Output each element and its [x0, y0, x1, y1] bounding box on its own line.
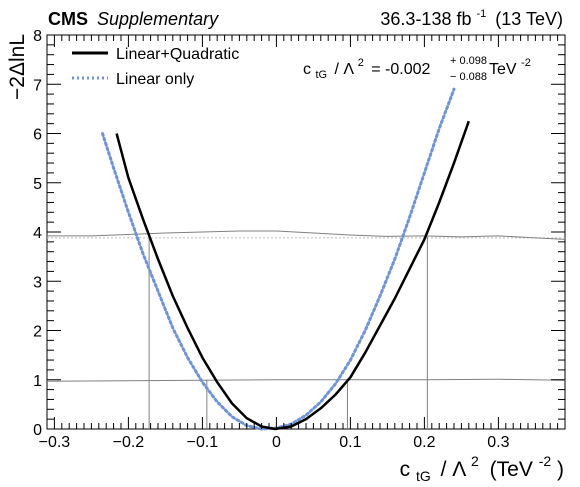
x-tick-label: 0: [272, 434, 281, 451]
legend-label-linear: Linear only: [116, 71, 194, 88]
fit-result-over-sup: 2: [358, 57, 364, 69]
y-tick-label: 3: [33, 274, 42, 291]
fit-result-over: / Λ: [335, 61, 355, 78]
axis-tick-labels: −0.3 −0.2 −0.1 0 0.1 0.2 0.3 0 1 2 3 4 5 6 7 8: [33, 28, 510, 451]
y-axis-label: −2ΔlnL: [6, 34, 29, 100]
y-tick-label: 2: [33, 324, 42, 341]
linear-quadratic-curve: [115, 120, 470, 431]
x-tick-label: −0.2: [113, 434, 145, 451]
fit-result-down: − 0.088: [450, 71, 487, 83]
fit-result-unit-text: TeV: [489, 61, 517, 78]
fit-result-up: + 0.098: [450, 55, 487, 67]
x-axis-label-unit-sup: -2: [539, 453, 552, 469]
legend-label-quadratic: Linear+Quadratic: [116, 46, 239, 63]
luminosity-label: 36.3-138 fb -1 (13 TeV): [380, 1, 563, 29]
x-axis-label-unit: (TeV: [490, 458, 533, 481]
threshold-curves: [46, 230, 566, 382]
threshold-1sigma-line: [46, 378, 566, 382]
x-tick-label: −0.3: [39, 434, 71, 451]
status-label: Supplementary: [97, 9, 219, 29]
y-tick-label: 5: [33, 176, 42, 193]
linear-only-curve: [101, 87, 456, 431]
luminosity-value: 36.3-138 fb: [380, 9, 471, 29]
energy-label: (13 TeV): [495, 9, 563, 29]
x-tick-label: −0.1: [187, 434, 219, 451]
x-tick-label: 0.3: [487, 434, 509, 451]
likelihood-curves: [101, 87, 470, 431]
x-axis-label-coef: c: [400, 458, 411, 481]
threshold-2sigma-line: [47, 230, 566, 240]
fit-result-coef-sub: tG: [315, 69, 327, 81]
y-tick-label: 7: [33, 77, 42, 94]
axis-ticks: [46, 34, 566, 430]
cms-header: CMS Supplementary: [48, 9, 219, 29]
fit-result-unit: TeV -2: [489, 57, 531, 78]
fit-result: c tG / Λ 2 = -0.002: [303, 53, 431, 82]
x-axis-label-over: / Λ: [441, 458, 467, 481]
plot-frame: [46, 34, 566, 430]
y-tick-label: 0: [33, 422, 42, 439]
experiment-label: CMS: [48, 9, 88, 29]
x-tick-label: 0.1: [339, 434, 361, 451]
y-tick-label: 8: [33, 28, 42, 45]
legend: Linear+Quadratic Linear only: [72, 46, 239, 88]
fit-result-coef: c: [303, 61, 311, 78]
y-tick-label: 6: [33, 127, 42, 144]
x-axis-label-sup: 2: [471, 453, 479, 469]
y-tick-label: 4: [33, 225, 42, 242]
fit-result-unit-sup: -2: [521, 57, 531, 69]
x-axis-label-sub: tG: [416, 468, 431, 484]
x-axis-label-close: ): [557, 458, 564, 481]
y-tick-label: 1: [33, 373, 42, 390]
x-tick-label: 0.2: [413, 434, 435, 451]
x-axis-label: c tG / Λ 2 (TeV -2 ): [400, 448, 564, 486]
fit-result-value: = -0.002: [371, 61, 430, 78]
luminosity-exponent: -1: [477, 8, 487, 20]
